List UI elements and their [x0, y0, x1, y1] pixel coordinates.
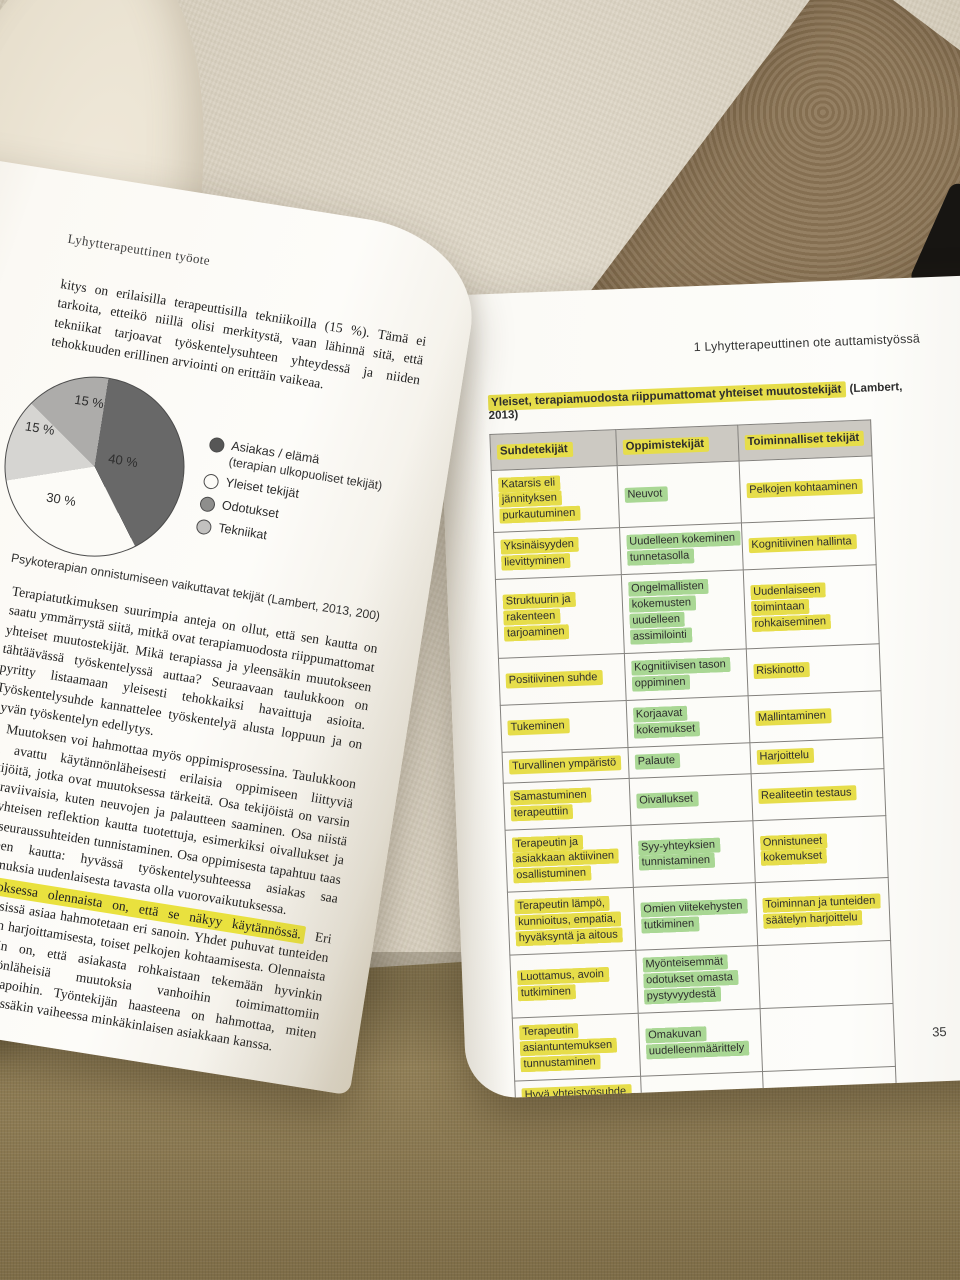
table-cell — [759, 1003, 896, 1072]
legend-dot — [208, 436, 226, 454]
table-header-cell: Suhdetekijät — [489, 429, 617, 471]
table-cell: Neuvot — [616, 460, 742, 528]
legend-dot — [198, 495, 217, 513]
yellow-highlighted-text: Tukeminen — [507, 718, 570, 736]
table-cell: Riskinotto — [745, 643, 881, 696]
table-cell: Kognitiivisen tason oppiminen — [624, 648, 748, 701]
table-header-cell: Toiminnalliset tekijät — [737, 419, 872, 461]
table-cell: Tukeminen — [500, 700, 628, 753]
table-cell: Luottamus, avoin tutkiminen — [509, 950, 638, 1019]
table-cell: Myönteisemmät odotukset omasta pystyvyyd… — [635, 945, 760, 1014]
table-cell: Kognitiivinen hallinta — [741, 518, 877, 571]
yellow-highlighted-text: Harjoittelu — [756, 747, 815, 765]
yellow-highlighted-text: Turvallinen ympäristö — [508, 754, 622, 775]
table-cell: Terapeutin ja asiakkaan aktiivinen osall… — [505, 824, 634, 893]
green-highlighted-text: Ongelmallisten kokemusten uudelleen assi… — [627, 578, 710, 645]
yellow-highlighted-text: Terapeutin ja asiakkaan aktiivinen osall… — [511, 834, 620, 884]
change-factors-table: Suhdetekijät Oppimistekijät Toiminnallis… — [489, 419, 897, 1100]
yellow-highlighted-text: Mallintaminen — [754, 707, 832, 726]
header-label: Oppimistekijät — [622, 436, 710, 455]
table-cell: Realiteetin testaus — [750, 768, 886, 821]
table-cell: Samastuminen terapeuttiin — [503, 778, 631, 830]
table-title: Yleiset, terapiamuodosta riippumattomat … — [487, 379, 929, 422]
yellow-highlighted-text: Kognitiivinen hallinta — [748, 534, 857, 554]
legend-dot — [202, 472, 220, 490]
table-cell: Korjaavat kokemukset — [625, 695, 750, 748]
header-label: Toiminnalliset tekijät — [744, 430, 865, 451]
table-cell: Omakuvan uudelleenmäärittely — [637, 1008, 763, 1077]
table-cell: Mallintaminen — [747, 690, 883, 743]
yellow-highlighted-text: Pelkojen kohtaaminen — [746, 479, 863, 499]
legend-dot — [195, 518, 213, 536]
table-row: Struktuurin ja rakenteen tarjoaminen Onge… — [495, 565, 880, 659]
green-highlighted-text: Syy-yhteyksien tunnistaminen — [637, 837, 721, 872]
table-cell: Harjoittelu — [749, 737, 884, 774]
yellow-highlighted-text: Toiminnan ja tunteiden säätelyn harjoitt… — [761, 893, 881, 930]
green-highlighted-text: Omien viitekehysten tutkiminen — [640, 898, 748, 934]
table-cell: Katarsis eli jännityksen purkautuminen — [491, 465, 620, 533]
green-highlighted-text: Korjaavat kokemukset — [632, 705, 701, 739]
table-cell: Yksinäisyyden lievittyminen — [493, 527, 622, 580]
table-cell: Positiivinen suhde — [498, 653, 626, 706]
green-highlighted-text: Neuvot — [624, 486, 668, 504]
page-number: 35 — [931, 1023, 947, 1040]
table-cell: Ongelmallisten kokemusten uudelleen assi… — [621, 570, 746, 654]
table-cell: Terapeutin asiantuntemuksen tunnustamine… — [512, 1013, 641, 1081]
pie-slice-label: 15 % — [73, 391, 105, 412]
legend-label: Odotukset — [221, 497, 280, 521]
table-cell: Omien viitekehysten tutkiminen — [633, 883, 758, 951]
pie-slice-label: 40 % — [107, 451, 139, 471]
pie-legend: Asiakas / elämä (terapian ulkopuoliset t… — [195, 435, 385, 560]
pie-chart: 40 % 30 % 15 % 15 % — [0, 363, 198, 570]
table-cell: Palaute — [627, 742, 751, 779]
legend-label: Tekniikat — [217, 520, 268, 543]
yellow-highlighted-text: Katarsis eli jännityksen purkautuminen — [498, 474, 581, 525]
pie-slice-label: 15 % — [24, 418, 56, 438]
yellow-highlighted-text: Riskinotto — [752, 661, 810, 680]
table-body: Katarsis eli jännityksen purkautuminen Ne… — [491, 455, 897, 1100]
green-highlighted-text: Myönteisemmät odotukset omasta pystyvyyd… — [642, 954, 739, 1005]
header-label: Suhdetekijät — [496, 441, 574, 460]
table-cell: Pelkojen kohtaaminen — [738, 455, 875, 524]
yellow-highlighted-text: Positiivinen suhde — [505, 669, 603, 689]
yellow-highlighted-text: Struktuurin ja rakenteen tarjoaminen — [502, 592, 576, 642]
table-header-cell: Oppimistekijät — [615, 425, 739, 466]
yellow-highlighted-text: Terapeutin asiantuntemuksen tunnustamine… — [519, 1023, 618, 1073]
table-cell — [757, 940, 893, 1009]
table-cell: Syy-yhteyksien tunnistaminen — [630, 820, 755, 888]
pie-slice-label: 30 % — [45, 490, 77, 510]
green-highlighted-text: Palaute — [634, 752, 681, 770]
green-highlighted-text: Kognitiivisen tason oppiminen — [630, 656, 732, 692]
green-highlighted-text: Oivallukset — [635, 790, 699, 809]
table-cell: Terapeutin lämpö, kunnioitus, empatia, h… — [507, 887, 636, 956]
yellow-highlighted-text: Yksinäisyyden lievittyminen — [500, 537, 580, 571]
running-head-right: 1 Lyhytterapeuttinen ote auttamistyössä — [693, 331, 921, 355]
book-page-right: 1 Lyhytterapeuttinen ote auttamistyössä … — [436, 274, 960, 1100]
yellow-highlighted-text: Uudenlaiseen toimintaan rohkaiseminen — [749, 582, 832, 633]
yellow-highlighted-text: Onnistuneet kokemukset — [759, 832, 828, 867]
green-highlighted-text: Uudelleen kokeminen tunnetasolla — [626, 530, 741, 567]
table-title-highlight: Yleiset, terapiamuodosta riippumattomat … — [487, 381, 847, 412]
yellow-highlighted-text: Samastuminen terapeuttiin — [510, 787, 592, 822]
yellow-highlighted-text: Luottamus, avoin tutkiminen — [516, 966, 610, 1002]
yellow-highlighted-text: Realiteetin testaus — [757, 784, 857, 804]
yellow-highlighted-text: Terapeutin lämpö, kunnioitus, empatia, h… — [514, 896, 624, 947]
table-cell: Onnistuneet kokemukset — [752, 815, 889, 884]
legend-label: Yleiset tekijät — [224, 475, 301, 501]
table-cell: Turvallinen ympäristö — [502, 747, 629, 783]
table-cell: Oivallukset — [628, 773, 753, 825]
table-cell: Uudelleen kokeminen tunnetasolla — [619, 523, 743, 575]
table-cell: Toiminnan ja tunteiden säätelyn harjoitt… — [754, 877, 891, 946]
table-cell: Struktuurin ja rakenteen tarjoaminen — [495, 574, 625, 659]
table-cell: Uudenlaiseen toimintaan rohkaiseminen — [742, 565, 880, 649]
green-highlighted-text: Omakuvan uudelleenmäärittely — [644, 1026, 750, 1060]
